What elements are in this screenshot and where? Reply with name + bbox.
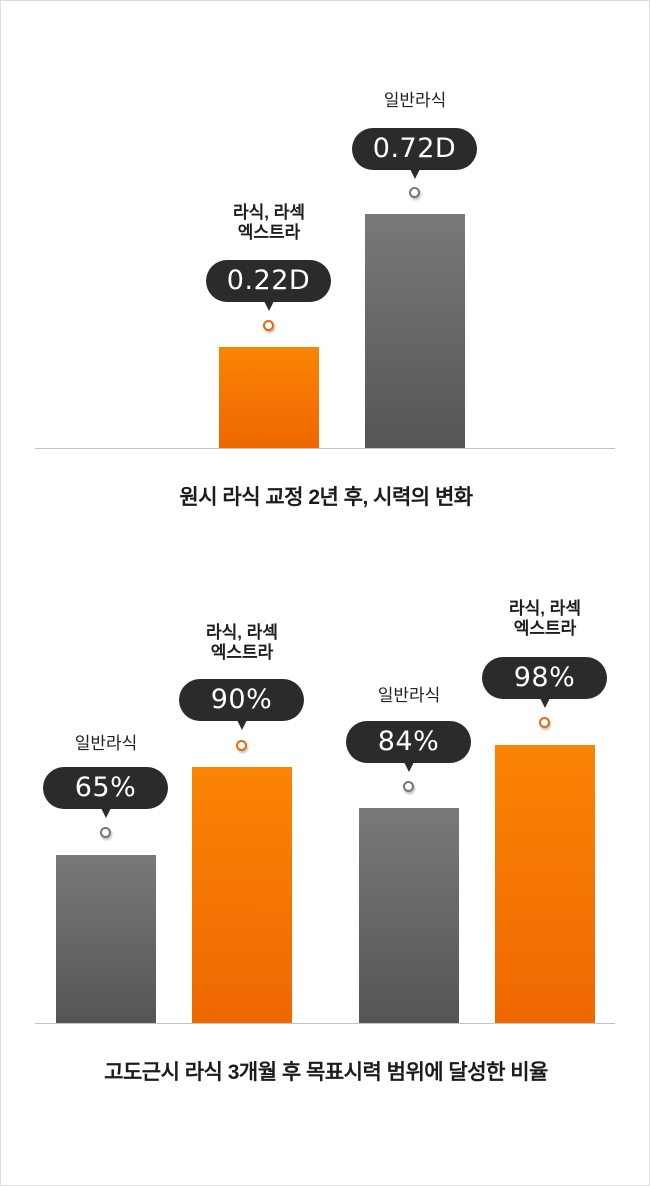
x-axis-baseline xyxy=(35,448,615,449)
series-label-line1: 라식, 라섹 xyxy=(232,203,305,222)
bar-general-lasik xyxy=(365,214,465,448)
bar-lasik-lasek-extra xyxy=(192,767,292,1023)
series-label-line1: 일반라식 xyxy=(377,686,441,705)
value-bubble: 65% xyxy=(43,767,168,809)
value-bubble: 84% xyxy=(346,721,471,763)
series-label-line2: 엑스트라 xyxy=(210,643,274,662)
series-label-lasik-lasek-extra: 라식, 라섹 엑스트라 xyxy=(480,599,610,639)
chart-title: 고도근시 라식 3개월 후 목표시력 범위에 달성한 비율 xyxy=(104,1061,548,1084)
data-point-marker-icon xyxy=(409,187,420,198)
data-point-marker-icon xyxy=(263,320,274,331)
value-bubble: 98% xyxy=(482,657,607,699)
bar-general-lasik xyxy=(56,855,156,1023)
chart-title: 원시 라식 교정 2년 후, 시력의 변화 xyxy=(179,486,473,509)
series-label-lasik-lasek-extra: 라식, 라섹 엑스트라 xyxy=(177,623,307,663)
x-axis-baseline xyxy=(35,1023,615,1024)
bar-general-lasik xyxy=(359,808,459,1023)
bar-lasik-lasek-extra xyxy=(495,745,595,1023)
series-label-general-lasik: 일반라식 xyxy=(350,91,480,111)
series-label-line2: 엑스트라 xyxy=(513,619,577,638)
series-label-general-lasik: 일반라식 xyxy=(41,734,171,754)
series-label-general-lasik: 일반라식 xyxy=(344,686,474,706)
series-label-line1: 일반라식 xyxy=(383,91,447,110)
series-label-line1: 라식, 라섹 xyxy=(508,599,581,618)
value-bubble: 90% xyxy=(179,679,304,721)
series-label-lasik-lasek-extra: 라식, 라섹 엑스트라 xyxy=(204,203,334,243)
bar-lasik-lasek-extra xyxy=(219,347,319,448)
data-point-marker-icon xyxy=(403,781,414,792)
data-point-marker-icon xyxy=(100,827,111,838)
data-point-marker-icon xyxy=(236,740,247,751)
series-label-line1: 일반라식 xyxy=(74,734,138,753)
series-label-line1: 라식, 라섹 xyxy=(205,623,278,642)
value-bubble: 0.72D xyxy=(352,128,477,170)
data-point-marker-icon xyxy=(539,717,550,728)
series-label-line2: 엑스트라 xyxy=(237,223,301,242)
value-bubble: 0.22D xyxy=(206,260,331,302)
